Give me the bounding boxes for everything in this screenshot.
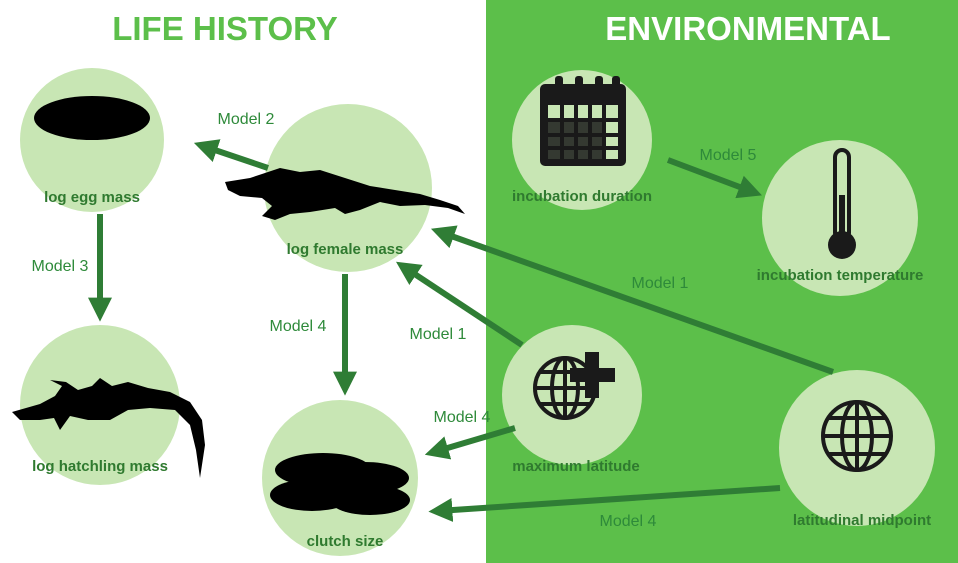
node-label: log female mass: [287, 241, 404, 258]
diagram: LIFE HISTORY ENVIRONMENTAL: [0, 0, 958, 563]
edge-label: Model 5: [700, 147, 757, 164]
edge-arrow: [203, 146, 268, 168]
edge-label: Model 3: [32, 258, 89, 275]
node-label: maximum latitude: [512, 458, 640, 475]
node-label: latitudinal midpoint: [793, 512, 931, 529]
edge-label: Model 4: [270, 318, 327, 335]
right-title: ENVIRONMENTAL: [605, 10, 890, 47]
calendar-icon: [540, 76, 626, 166]
edge-label: Model 4: [600, 513, 657, 530]
node-circle: [502, 325, 642, 465]
edge-label: Model 1: [410, 326, 467, 343]
clutch-egg: [330, 485, 410, 515]
globe-icon: [823, 402, 891, 470]
edge-label: Model 1: [632, 275, 689, 292]
node-label: clutch size: [307, 533, 384, 550]
node-label: incubation temperature: [757, 267, 924, 284]
node-label: log hatchling mass: [32, 458, 168, 475]
node-label: log egg mass: [44, 189, 140, 206]
egg-icon: [34, 96, 150, 140]
node-label: incubation duration: [512, 188, 652, 205]
left-title: LIFE HISTORY: [112, 10, 338, 47]
edge-label: Model 4: [434, 409, 491, 426]
edge-label: Model 2: [218, 111, 275, 128]
